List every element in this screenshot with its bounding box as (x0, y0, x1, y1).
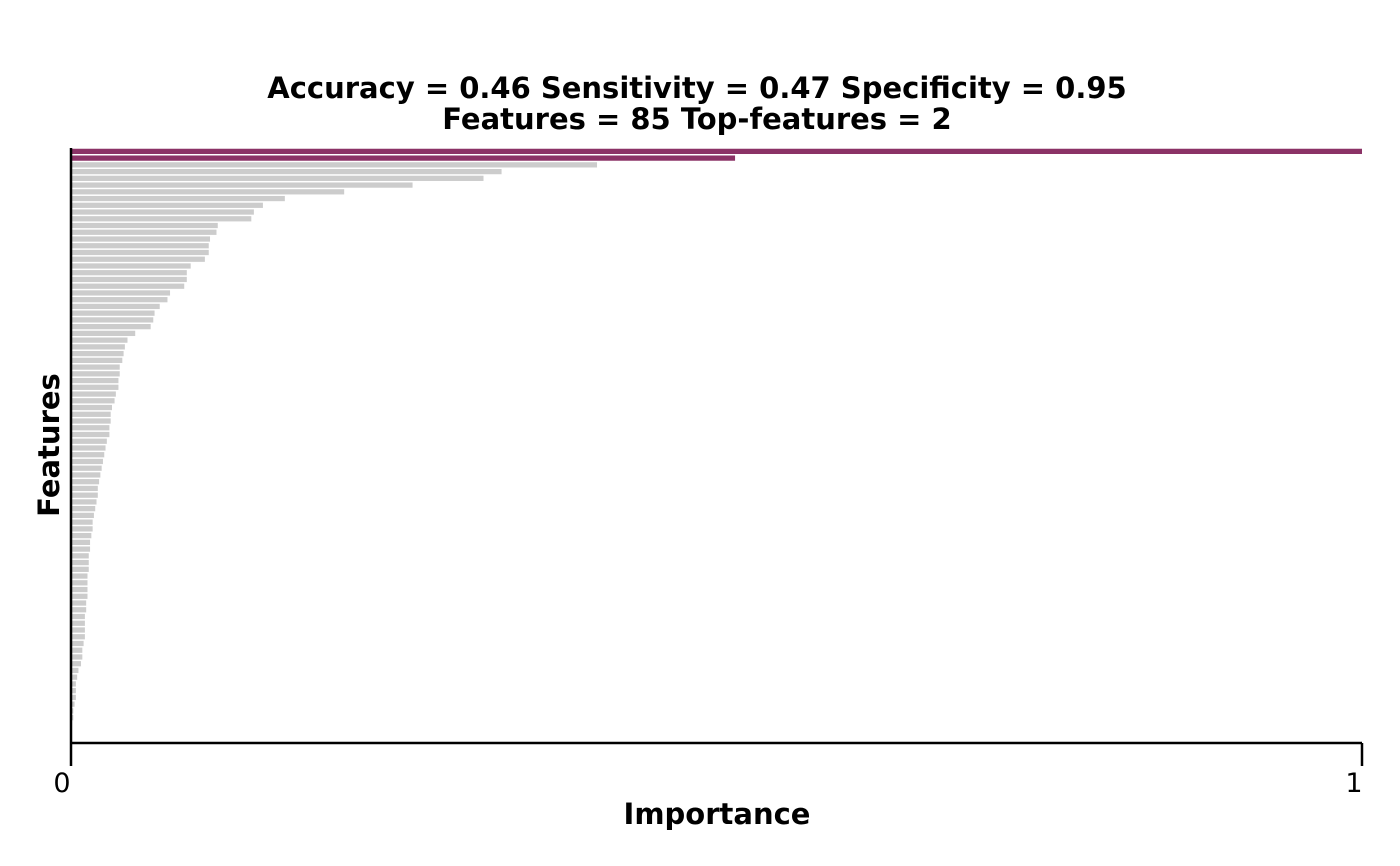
feature-bar (72, 580, 88, 586)
feature-bar (72, 310, 155, 316)
feature-bar (72, 290, 171, 296)
feature-bar (72, 586, 88, 593)
y-axis-label: Features (32, 373, 66, 517)
feature-bar (72, 559, 89, 566)
feature-bar (72, 222, 218, 229)
feature-bar (72, 600, 87, 606)
feature-bar (72, 694, 76, 701)
feature-bar (72, 506, 96, 512)
feature-bar (72, 526, 93, 532)
feature-bar (72, 297, 168, 303)
feature-bar (72, 445, 106, 451)
feature-bar (72, 674, 78, 680)
feature-bar (72, 546, 91, 552)
feature-bar (72, 627, 85, 633)
feature-bar (72, 634, 85, 640)
feature-bar (72, 243, 209, 249)
feature-bar (72, 404, 112, 411)
feature-bar (72, 229, 217, 235)
feature-bar (72, 175, 484, 181)
feature-bar (72, 263, 191, 269)
feature-bar (72, 458, 103, 465)
x-tick-label-1: 1 (1345, 768, 1362, 799)
feature-bar (72, 391, 116, 397)
feature-bar (72, 344, 125, 350)
bars-group (72, 148, 1362, 721)
feature-bar (72, 613, 85, 620)
feature-bar (72, 492, 98, 498)
feature-bar (72, 438, 107, 444)
feature-bar (72, 519, 93, 525)
feature-bar (72, 593, 88, 599)
feature-bar (72, 472, 101, 478)
feature-bar (72, 708, 74, 714)
feature-bar (72, 384, 119, 390)
feature-bar (72, 162, 598, 168)
feature-bar (72, 607, 87, 613)
feature-bar (72, 431, 110, 438)
feature-bar (72, 256, 205, 262)
feature-bar (72, 377, 119, 384)
feature-bar (72, 411, 111, 417)
top-feature-bar (72, 148, 1362, 154)
feature-bar (72, 350, 124, 357)
feature-bar (72, 283, 185, 289)
feature-bar (72, 357, 123, 363)
feature-bar (72, 640, 84, 647)
feature-bar (72, 330, 136, 337)
feature-bar (72, 337, 128, 343)
feature-bar (72, 195, 285, 202)
feature-bar (72, 539, 91, 545)
feature-bar (72, 661, 82, 667)
feature-bar (72, 303, 160, 310)
feature-bar (72, 715, 74, 721)
feature-bar (72, 209, 254, 215)
feature-bar (72, 654, 83, 660)
top-feature-bar (72, 155, 736, 161)
feature-bar (72, 270, 187, 276)
x-tick-label-0: 0 (53, 768, 70, 799)
feature-bar (72, 452, 105, 458)
chart-title-line-1: Accuracy = 0.46 Sensitivity = 0.47 Speci… (267, 71, 1126, 105)
axes-group (69, 148, 1364, 766)
feature-bar (72, 566, 89, 572)
chart-title-line-2: Features = 85 Top-features = 2 (442, 102, 951, 136)
feature-bar (72, 512, 94, 519)
feature-bar (72, 573, 88, 579)
feature-bar (72, 553, 89, 559)
feature-bar (72, 620, 85, 626)
feature-bar (72, 276, 187, 283)
feature-bar (72, 688, 76, 694)
feature-bar (72, 398, 115, 404)
feature-bar (72, 479, 100, 485)
feature-bar (72, 364, 120, 370)
feature-bar (72, 189, 345, 195)
feature-bar (72, 532, 92, 539)
feature-bar (72, 667, 79, 674)
feature-bar (72, 499, 97, 505)
feature-bar (72, 465, 102, 471)
feature-bar (72, 216, 252, 222)
feature-bar (72, 324, 151, 330)
x-axis-label: Importance (624, 797, 811, 831)
feature-bar (72, 236, 211, 242)
feature-bar (72, 182, 413, 188)
feature-bar (72, 317, 154, 323)
feature-bar (72, 168, 502, 175)
feature-bar (72, 681, 76, 687)
feature-bar (72, 249, 209, 256)
feature-bar (72, 701, 75, 707)
feature-bar (72, 647, 83, 653)
feature-bar (72, 371, 120, 377)
feature-bar (72, 485, 98, 492)
feature-bar (72, 202, 263, 208)
feature-bar (72, 425, 110, 431)
feature-bar (72, 418, 111, 424)
